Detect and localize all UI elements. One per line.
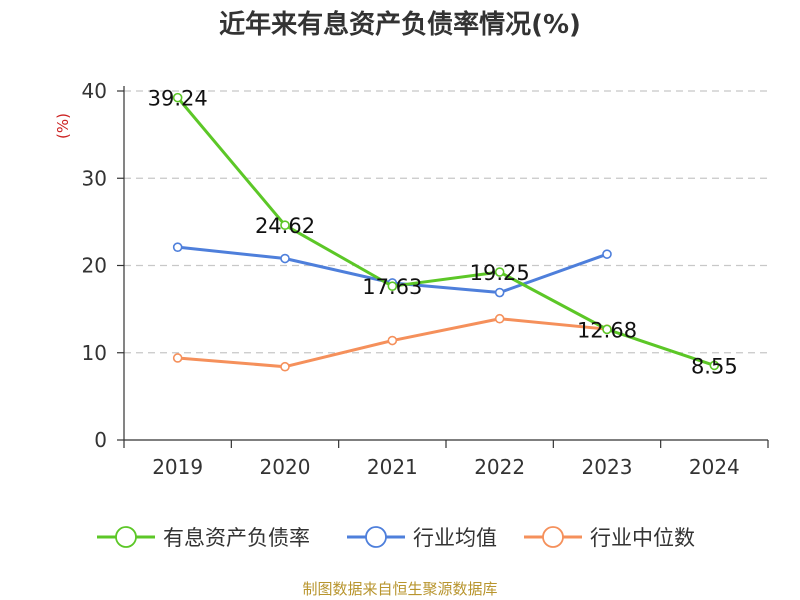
- legend-label: 有息资产负债率: [163, 526, 310, 550]
- x-tick-label: 2019: [152, 455, 203, 479]
- series-line: [176, 96, 715, 367]
- data-label: 39.24: [148, 87, 208, 111]
- legend-label: 行业均值: [413, 526, 497, 550]
- data-label: 19.25: [470, 261, 530, 285]
- axes: 0 10 20 30 40 2019 2020 2021 2022 2023 2024 (%): [54, 79, 769, 479]
- y-tick-label: 10: [82, 341, 107, 365]
- legend-label: 行业中位数: [590, 526, 695, 550]
- y-axis-label: (%): [54, 113, 72, 139]
- data-point: [602, 249, 612, 259]
- data-point: [172, 353, 183, 363]
- series-layer: [172, 92, 720, 372]
- data-label: 8.55: [691, 354, 738, 378]
- legend-marker: [542, 526, 564, 548]
- data-label: 17.63: [362, 275, 422, 299]
- data-point: [172, 92, 183, 103]
- grid-lines: [124, 90, 768, 354]
- x-tick-label: 2020: [260, 455, 311, 479]
- data-point: [494, 267, 505, 277]
- data-point: [280, 361, 290, 372]
- x-tick-label: 2022: [474, 455, 525, 479]
- data-point: [602, 324, 612, 335]
- data-point: [494, 287, 505, 298]
- y-tick-label: 0: [94, 428, 107, 452]
- data-point: [387, 281, 398, 291]
- data-point: [709, 360, 720, 371]
- y-tick-label: 30: [82, 166, 107, 190]
- x-tick-label: 2021: [367, 455, 418, 479]
- x-tick-label: 2023: [582, 455, 633, 479]
- data-point: [172, 242, 183, 252]
- legend-marker: [115, 526, 137, 548]
- chart-title: 近年来有息资产负债率情况(%): [219, 10, 581, 40]
- data-point: [387, 335, 398, 346]
- data-point: [280, 253, 290, 264]
- y-tick-label: 40: [82, 79, 107, 103]
- data-point: [280, 220, 290, 230]
- data-point: [494, 313, 505, 324]
- data-label: 24.62: [255, 214, 315, 238]
- x-tick-label: 2024: [689, 455, 740, 479]
- data-labels: 39.24 24.62 17.63 19.25 12.68 8.55: [148, 87, 738, 379]
- legend-marker: [365, 526, 387, 548]
- y-tick-label: 20: [82, 254, 107, 278]
- legend: 有息资产负债率 行业均值 行业中位数: [97, 526, 695, 550]
- data-label: 12.68: [577, 318, 637, 342]
- source-note: 制图数据来自恒生聚源数据库: [302, 580, 498, 598]
